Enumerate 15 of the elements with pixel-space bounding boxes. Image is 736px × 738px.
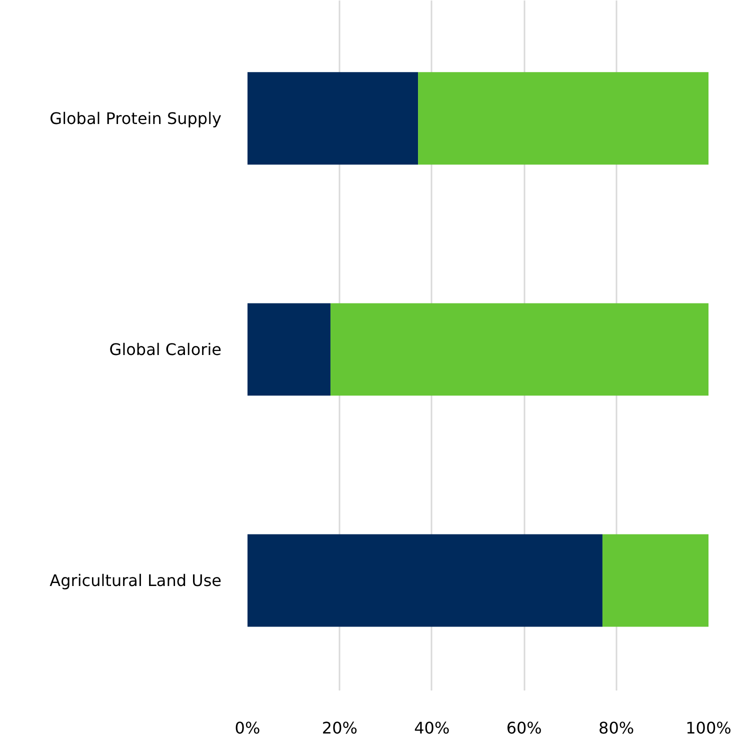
bar [248, 72, 418, 165]
bar [330, 303, 708, 396]
x-tick-label: 20% [322, 718, 358, 738]
x-tick-label: 0% [234, 718, 260, 738]
bar [248, 534, 602, 627]
x-tick-label: 80% [598, 718, 634, 738]
bar [602, 534, 708, 627]
y-tick-label: Agricultural Land Use [50, 571, 222, 590]
y-tick-label: Global Protein Supply [50, 108, 222, 128]
bar [248, 303, 330, 396]
y-tick-label: Global Calorie [109, 340, 222, 359]
bar [418, 72, 708, 165]
x-tick-label: 60% [506, 718, 542, 738]
x-tick-label: 40% [414, 718, 450, 738]
x-tick-label: 100% [686, 718, 732, 738]
